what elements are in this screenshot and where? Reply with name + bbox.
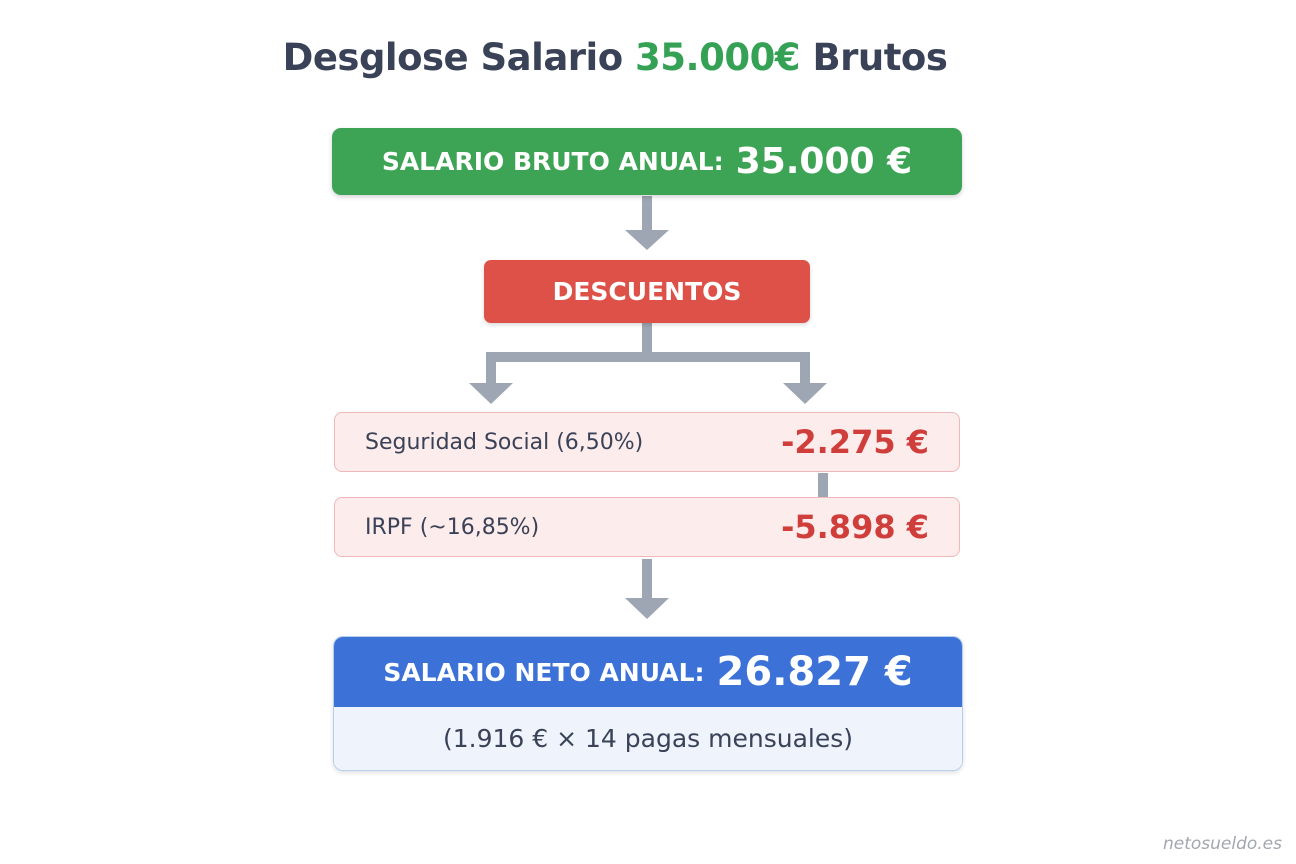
connector-branch-left: [486, 352, 496, 384]
deductions-header-box: DESCUENTOS: [484, 260, 810, 323]
arrow-to-net-icon: [625, 598, 669, 619]
gross-salary-label: SALARIO BRUTO ANUAL:: [381, 147, 724, 176]
connector-branch-right: [800, 352, 810, 384]
net-salary-label: SALARIO NETO ANUAL:: [383, 657, 705, 687]
deduction-amount: -2.275 €: [781, 423, 929, 461]
deduction-name: IRPF (~16,85%): [365, 514, 540, 540]
title-amount: 35.000€: [635, 36, 801, 79]
connector-branch-stem: [642, 323, 652, 357]
page-title: Desglose Salario 35.000€ Brutos: [0, 36, 1230, 79]
connector-gross-stem: [642, 196, 652, 232]
net-salary-detail: (1.916 € × 14 pagas mensuales): [334, 707, 962, 770]
deduction-name: Seguridad Social (6,50%): [365, 429, 644, 455]
arrow-left-branch-icon: [469, 383, 513, 404]
deduction-row-social-security: Seguridad Social (6,50%) -2.275 €: [334, 412, 960, 472]
deduction-row-irpf: IRPF (~16,85%) -5.898 €: [334, 497, 960, 557]
deduction-amount: -5.898 €: [781, 508, 929, 546]
arrow-gross-to-descuentos-icon: [625, 230, 669, 250]
title-suffix: Brutos: [812, 36, 948, 79]
deductions-header-label: DESCUENTOS: [552, 277, 742, 306]
arrow-right-branch-icon: [783, 383, 827, 404]
watermark: netosueldo.es: [1162, 834, 1282, 854]
gross-salary-box: SALARIO BRUTO ANUAL: 35.000 €: [332, 128, 962, 195]
net-salary-value: 26.827 €: [716, 649, 913, 695]
connector-net-stem: [642, 559, 652, 599]
connector-branch-bar: [486, 352, 810, 362]
net-salary-box: SALARIO NETO ANUAL: 26.827 € (1.916 € × …: [333, 636, 963, 771]
connector-rows-link: [818, 473, 828, 497]
net-salary-header: SALARIO NETO ANUAL: 26.827 €: [334, 637, 962, 707]
title-prefix: Desglose Salario: [282, 36, 624, 79]
gross-salary-value: 35.000 €: [735, 141, 913, 182]
